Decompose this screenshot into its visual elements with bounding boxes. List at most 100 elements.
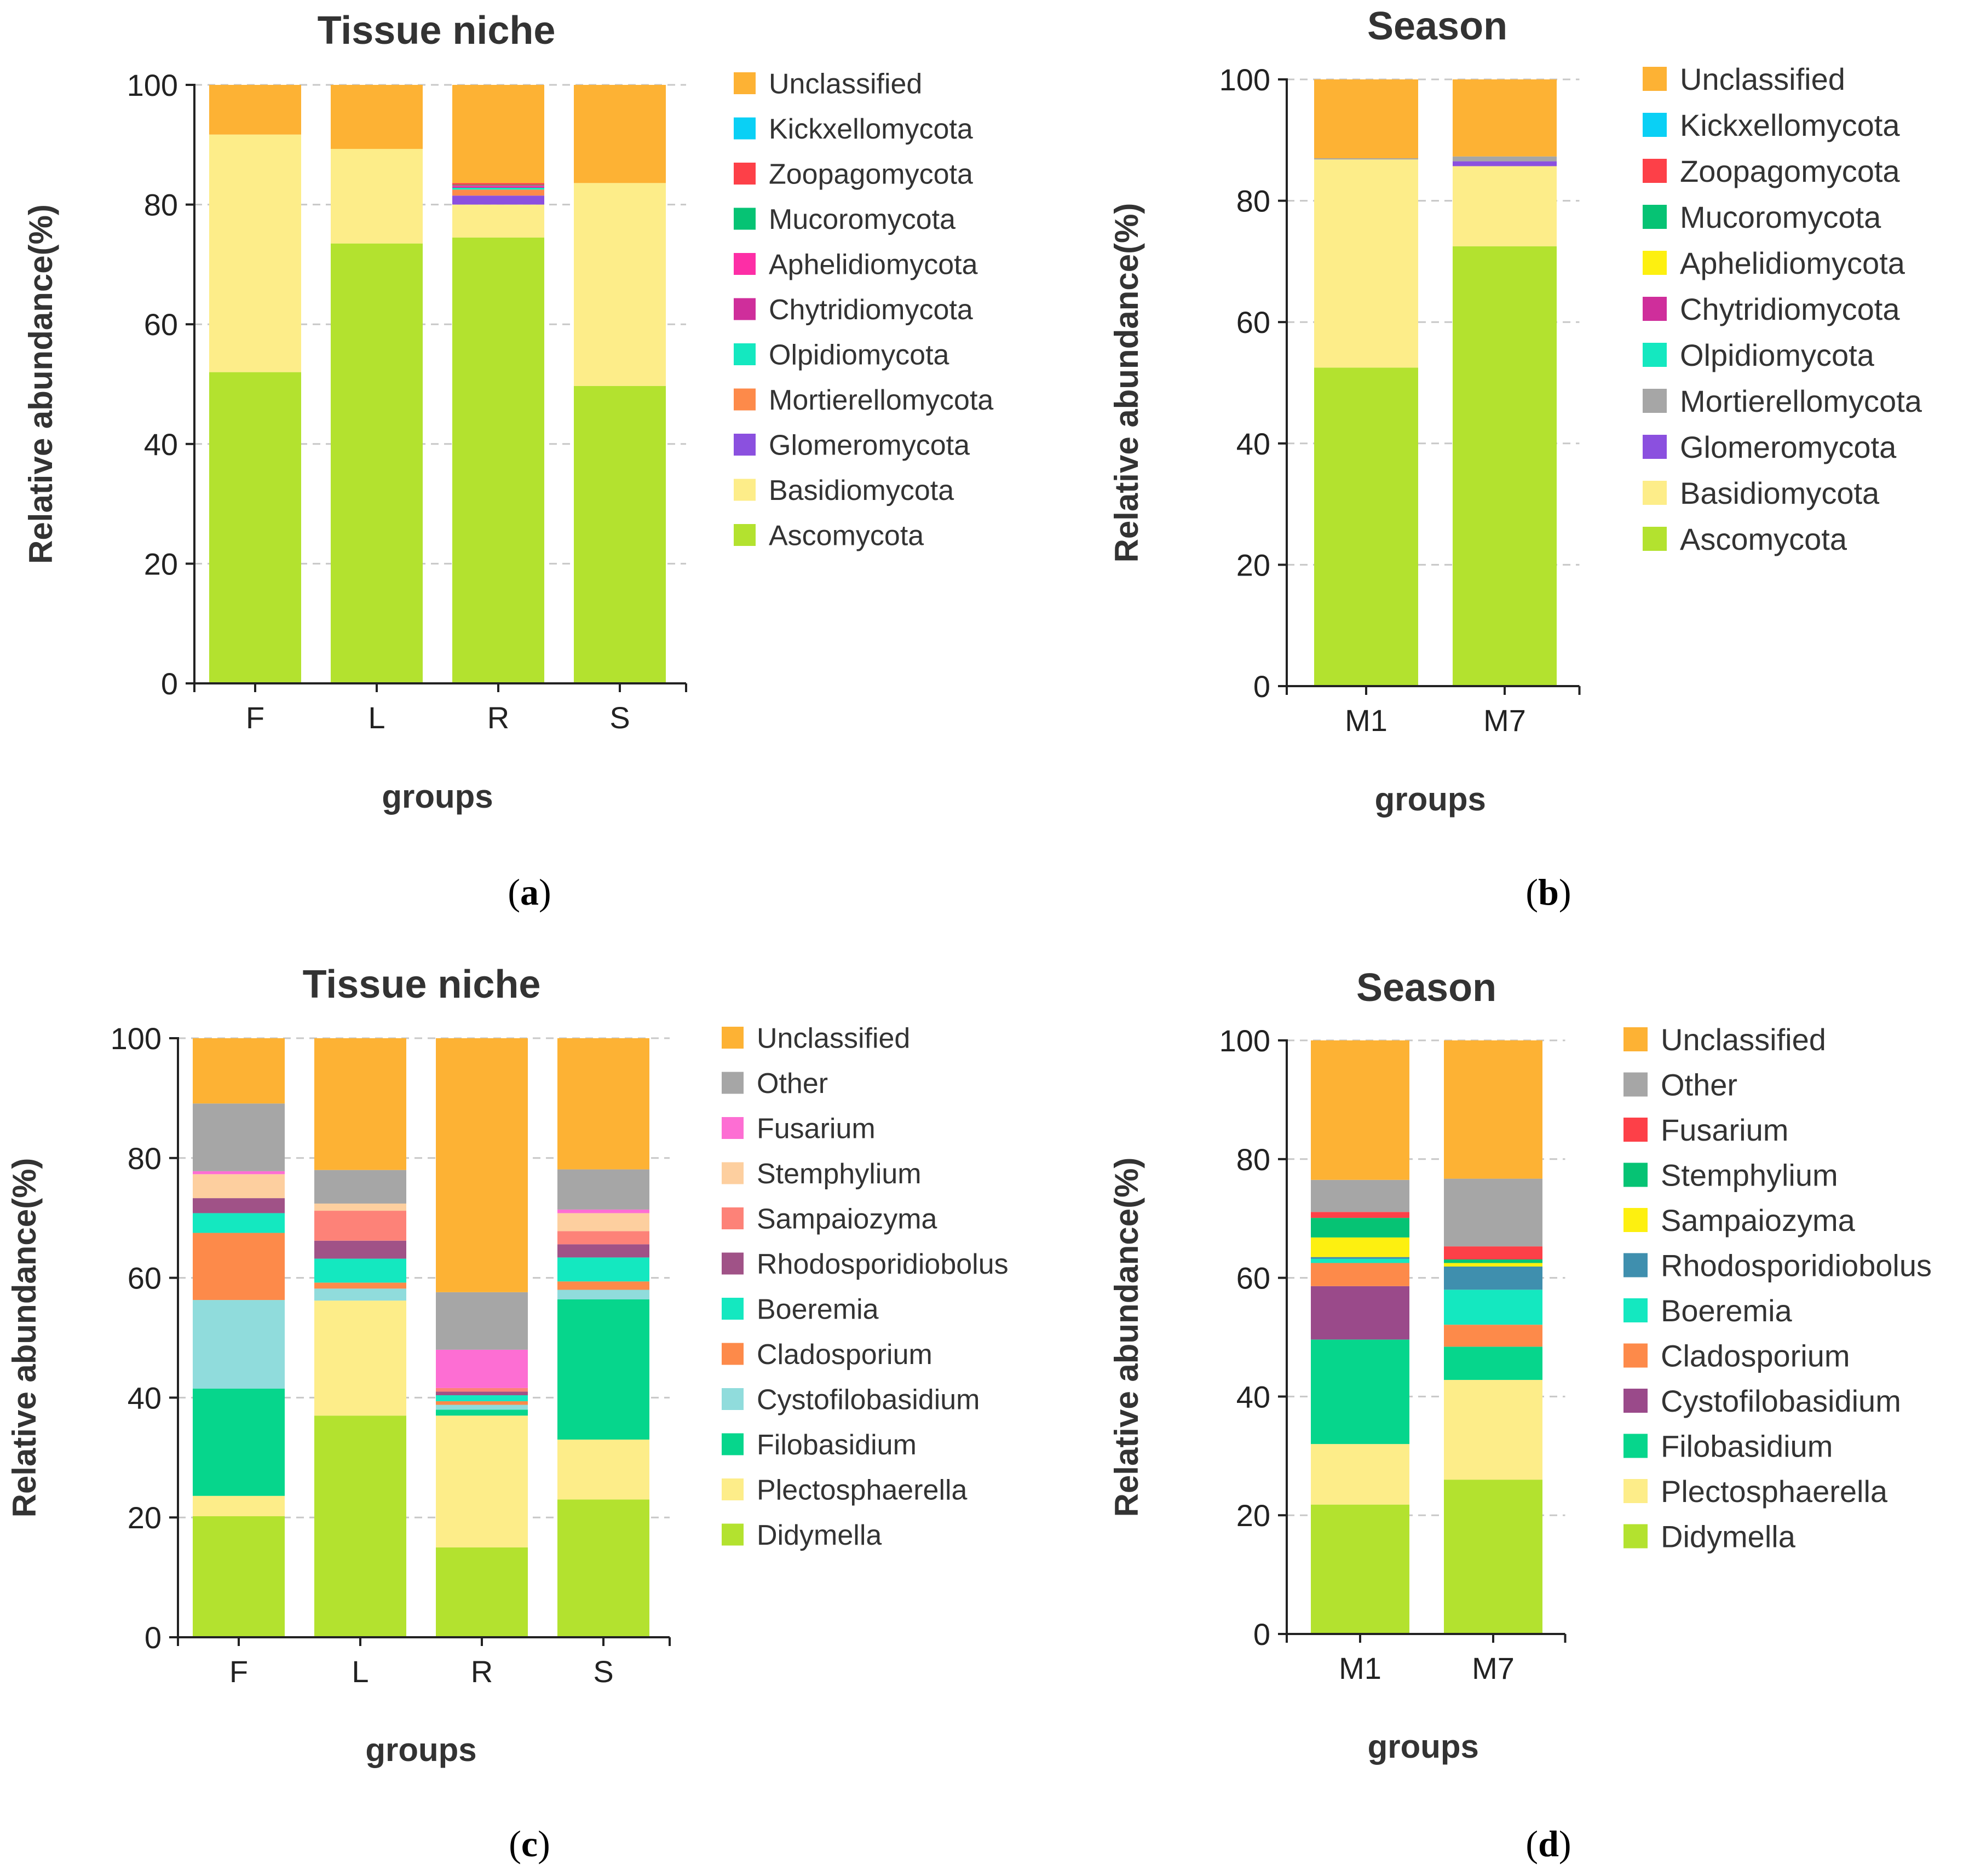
legend-label-mucoromycota: Mucoromycota [769,204,955,235]
legend-label-didymella: Didymella [1661,1520,1796,1554]
bar-segment-rhodosporidiobolus-l [314,1240,406,1259]
legend-swatch-boeremia [1623,1298,1648,1322]
x-tick-label: M1 [1339,1651,1381,1685]
bar-segment-cystofilobasidium-f [193,1300,285,1389]
y-tick-label: 20 [1236,548,1270,582]
legend-swatch-aphelidiomycota [1643,251,1667,275]
legend-label-filobasidium: Filobasidium [1661,1429,1833,1464]
bar-segment-sampaiozyma-m1 [1311,1237,1409,1257]
bar-segment-mucoromycota-r [452,185,544,186]
legend-swatch-unclassified [722,1027,744,1049]
bar-segment-cladosporium-l [314,1282,406,1289]
bar-segment-other-s [557,1169,649,1210]
bar-segment-ascomycota-l [331,243,423,683]
legend-label-rhodosporidiobolus: Rhodosporidiobolus [1661,1248,1932,1283]
legend-swatch-plectosphaerella [1623,1479,1648,1503]
x-axis-label: groups [1368,1728,1479,1765]
x-tick-label: F [246,700,264,735]
y-tick-label: 100 [127,68,178,102]
bar-segment-ascomycota-m7 [1453,246,1557,686]
legend-label-basidiomycota: Basidiomycota [1680,476,1880,510]
legend-label-stemphylium: Stemphylium [757,1158,922,1190]
legend-swatch-boeremia [722,1298,744,1320]
bar-segment-cladosporium-m1 [1311,1263,1409,1286]
bar-segment-rhodosporidiobolus-r [436,1391,528,1396]
legend-swatch-glomeromycota [1643,435,1667,459]
legend-swatch-cladosporium [722,1343,744,1365]
legend-swatch-unclassified [734,72,756,94]
bar-segment-didymella-s [557,1499,649,1637]
bar-segment-plectosphaerella-r [436,1415,528,1547]
bar-segment-filobasidium-m1 [1311,1339,1409,1445]
bar-segment-stemphylium-l [314,1203,406,1211]
legend-swatch-plectosphaerella [722,1478,744,1500]
bar-segment-stemphylium-f [193,1174,285,1199]
legend-label-mortierellomycota: Mortierellomycota [769,384,993,416]
legend-label-glomeromycota: Glomeromycota [1680,430,1897,464]
bar-segment-rhodosporidiobolus-f [193,1198,285,1213]
legend-swatch-kickxellomycota [1643,113,1667,137]
x-tick-label: S [593,1654,613,1689]
bar-segment-plectosphaerella-f [193,1495,285,1517]
legend-swatch-rhodosporidiobolus [1623,1253,1648,1277]
chart-title: Tissue niche [318,9,556,53]
bar-segment-unclassified-s [557,1038,649,1170]
caption-c-letter: c [521,1823,538,1865]
bar-segment-boeremia-f [193,1213,285,1233]
y-tick-label: 100 [1219,62,1270,97]
caption-c: (c) [509,1823,550,1865]
caption-d: (d) [1525,1823,1571,1865]
legend-swatch-other [722,1072,744,1094]
bar-segment-unclassified-m1 [1314,79,1418,159]
legend-swatch-sampaiozyma [722,1207,744,1229]
y-tick-label: 20 [144,546,178,581]
y-tick-label: 20 [1236,1498,1270,1533]
bar-segment-sampaiozyma-m7 [1444,1263,1542,1267]
legend-label-cladosporium: Cladosporium [757,1339,932,1371]
legend-label-kickxellomycota: Kickxellomycota [769,113,973,145]
bar-segment-basidiomycota-m1 [1314,159,1418,368]
legend-label-ascomycota: Ascomycota [769,520,924,552]
bar-segment-plectosphaerella-m1 [1311,1444,1409,1505]
legend-swatch-fusarium [722,1117,744,1139]
y-tick-label: 0 [1253,669,1270,704]
bar-segment-chytridiomycota-r [452,186,544,188]
x-tick-label: F [229,1654,248,1689]
legend-label-sampaiozyma: Sampaiozyma [1661,1203,1856,1238]
x-tick-label: R [471,1654,493,1689]
legend-label-fusarium: Fusarium [757,1113,876,1145]
legend-label-cladosporium: Cladosporium [1661,1339,1850,1373]
bar-segment-unclassified-r [452,85,544,183]
bar-segment-cystofilobasidium-r [436,1405,528,1410]
bar-segment-ascomycota-m1 [1314,367,1418,686]
legend-label-didymella: Didymella [757,1520,882,1551]
bar-segment-filobasidium-r [436,1409,528,1416]
caption-a-letter: a [520,871,539,913]
bar-segment-stemphylium-m7 [1444,1259,1542,1263]
legend-label-stemphylium: Stemphylium [1661,1158,1838,1193]
legend-label-olpidiomycota: Olpidiomycota [769,339,949,371]
x-axis-label: groups [382,778,493,815]
legend-label-cystofilobasidium: Cystofilobasidium [1661,1384,1901,1418]
legend-swatch-chytridiomycota [1643,297,1667,321]
bar-segment-fusarium-f [193,1171,285,1175]
legend-label-aphelidiomycota: Aphelidiomycota [1680,246,1905,280]
y-axis-label: Relative abundance(%) [6,1158,43,1518]
bar-segment-cladosporium-f [193,1233,285,1300]
bar-segment-rhodosporidiobolus-s [557,1244,649,1258]
caption-a: (a) [508,871,551,913]
legend-swatch-sampaiozyma [1623,1208,1648,1232]
legend-swatch-glomeromycota [734,434,756,456]
bar-segment-ascomycota-r [452,237,544,684]
x-axis-label: groups [1375,781,1486,818]
y-axis-label: Relative abundance(%) [22,204,59,564]
legend-label-filobasidium: Filobasidium [757,1429,917,1461]
legend-label-plectosphaerella: Plectosphaerella [1661,1474,1888,1509]
bar-segment-didymella-f [193,1516,285,1637]
y-tick-label: 0 [161,666,178,701]
legend-swatch-zoopagomycota [734,163,756,185]
bar-segment-cystofilobasidium-s [557,1290,649,1299]
bar-segment-basidiomycota-l [331,148,423,244]
legend-label-olpidiomycota: Olpidiomycota [1680,338,1875,372]
